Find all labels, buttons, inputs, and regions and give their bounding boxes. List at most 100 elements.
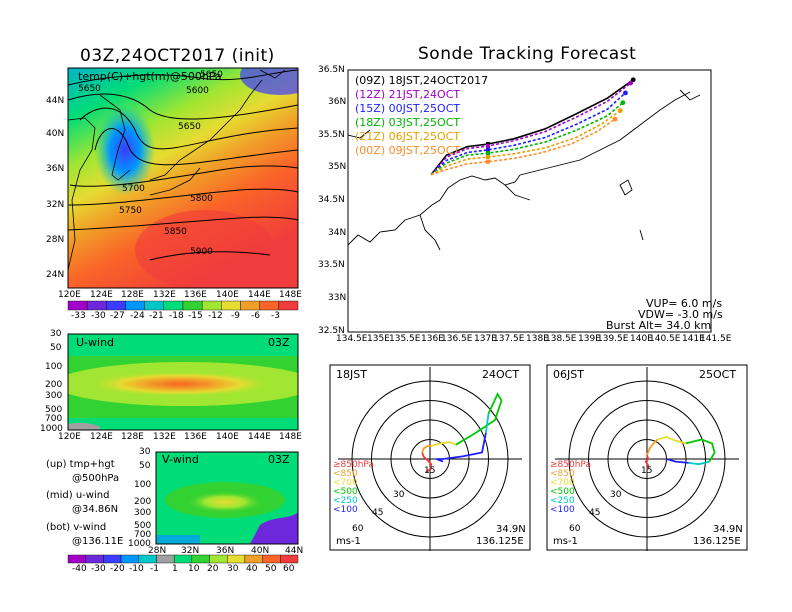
hodo2-level: <100	[550, 505, 575, 515]
vwind-lat-tick: 28N	[148, 546, 167, 556]
hodo2-time: 06JST	[553, 368, 584, 381]
run-label-15z: (15Z) 00JST,25OCT	[355, 102, 461, 115]
p-tick: 100	[45, 362, 63, 372]
p-tick: 500	[45, 405, 63, 415]
track-lon-tick: 135E	[367, 334, 390, 344]
lat-tick: 24N	[46, 270, 65, 280]
hodo1-time: 18JST	[336, 368, 367, 381]
track-lat-tick: 34.5N	[318, 195, 345, 205]
lon-tick: 132E	[153, 290, 176, 300]
temp-cbar-swatch	[240, 300, 260, 311]
hodo2-ring-label: 60	[569, 524, 581, 534]
track-lat-tick: 35N	[328, 162, 347, 172]
wind-cbar-label: 10	[188, 564, 200, 574]
track-lon-tick: 139E	[578, 334, 601, 344]
hodo1-level: ≥850hPa	[333, 460, 374, 470]
temp-cbar-swatch	[144, 300, 165, 311]
temp-cbar-swatch	[67, 300, 88, 311]
vwind-label: V-wind	[162, 453, 199, 466]
hodo1-level: <100	[333, 505, 358, 515]
wind-cbar-swatch	[262, 554, 281, 564]
temp-cbar-swatch	[125, 300, 145, 311]
p-tick: 200	[45, 380, 63, 390]
hodo2-lon: 136.125E	[693, 536, 741, 547]
p-tick: 30	[50, 329, 62, 339]
hodo1-ring-label: 45	[372, 508, 384, 518]
temp-cbar-swatch	[221, 300, 241, 311]
hodo2-level: <250	[550, 496, 575, 506]
track-line-1	[430, 82, 632, 176]
run-label-00z: (00Z) 09JST,25OCT	[355, 144, 461, 157]
track-line-0	[430, 79, 634, 176]
track-endpoint-0	[630, 77, 636, 83]
uwind-lon-tick: 140E	[216, 432, 239, 442]
hodo2-lat: 34.9N	[713, 524, 743, 535]
p-tick: 300	[134, 508, 152, 518]
temp-cbar-label: -27	[110, 311, 125, 321]
wind-cbar-swatch	[280, 554, 299, 564]
hodo1-trace-1	[421, 445, 432, 453]
hodo1-level: <700	[333, 478, 358, 488]
track-marker-2	[486, 147, 491, 152]
contour-label: 5800	[190, 194, 213, 204]
desc-mid-sub: @34.86N	[72, 504, 119, 515]
hodo1-level: <250	[333, 496, 358, 506]
hodograph-06jst	[555, 367, 739, 551]
hodo1-ring-label: 15	[424, 466, 436, 476]
track-marker-3	[486, 151, 491, 156]
wind-cbar-swatch	[244, 554, 263, 564]
wind-cbar-label: 30	[227, 564, 239, 574]
temp-cbar-swatch	[163, 300, 184, 311]
temp-cbar-swatch	[182, 300, 203, 311]
lat-tick: 28N	[46, 235, 65, 245]
contour-label: 5650	[78, 84, 101, 94]
track-line-2	[430, 92, 626, 176]
vwind-lat-tick: 40N	[251, 546, 270, 556]
wind-colorbar	[67, 554, 299, 564]
temp-colorbar	[67, 300, 299, 311]
hodo1-ring-label: 60	[352, 524, 364, 534]
track-lon-tick: 141E	[682, 334, 705, 344]
track-lon-tick: 135.5E	[389, 334, 421, 344]
vwind-lat-tick: 32N	[181, 546, 200, 556]
track-endpoint-4	[617, 108, 623, 114]
uwind-lon-tick: 120E	[58, 432, 81, 442]
wind-cbar-label: 40	[246, 564, 258, 574]
hodo1-level: <850	[333, 469, 358, 479]
lat-tick: 36N	[46, 164, 65, 174]
desc-mid: (mid) u-wind	[46, 490, 110, 501]
param-vup: VUP= 6.0 m/s	[646, 297, 723, 310]
wind-cbar-swatch	[103, 554, 122, 564]
vwind-lat-tick: 36N	[216, 546, 235, 556]
track-lat-tick: 35.5N	[318, 130, 345, 140]
temp-cbar-label: -24	[130, 311, 145, 321]
desc-bot: (bot) v-wind	[46, 522, 107, 533]
track-lat-tick: 36.5N	[318, 65, 345, 75]
track-lat-tick: 32.5N	[318, 326, 345, 336]
wind-cbar-swatch	[156, 554, 175, 564]
temp-cbar-label: -12	[208, 311, 223, 321]
track-endpoint-1	[628, 80, 634, 86]
vwind-field	[156, 452, 298, 544]
track-lon-tick: 137E	[474, 334, 497, 344]
uwind-lon-tick: 128E	[121, 432, 144, 442]
run-label-21z: (21Z) 06JST,25OCT	[355, 130, 461, 143]
hodo2-ring-label: 15	[641, 466, 653, 476]
run-label-18z: (18Z) 03JST,25OCT	[355, 116, 461, 129]
track-frame	[347, 69, 712, 333]
uwind-frame	[67, 333, 299, 431]
hodo2-trace-2	[657, 435, 687, 445]
desc-up-sub: @500hPa	[72, 473, 120, 484]
p-tick: 100	[134, 480, 152, 490]
temp-cbar-label: -3	[271, 311, 280, 321]
track-line-5	[430, 118, 616, 176]
hodo2-level: <500	[550, 487, 575, 497]
uwind-lon-tick: 148E	[279, 432, 302, 442]
wind-cbar-swatch	[85, 554, 104, 564]
hodo1-trace-3	[455, 392, 503, 446]
temp-cbar-swatch	[278, 300, 299, 311]
track-lon-tick: 138E	[526, 334, 549, 344]
uwind-lon-tick: 132E	[153, 432, 176, 442]
contour-label: 5750	[119, 206, 142, 216]
height-contours	[68, 69, 298, 261]
